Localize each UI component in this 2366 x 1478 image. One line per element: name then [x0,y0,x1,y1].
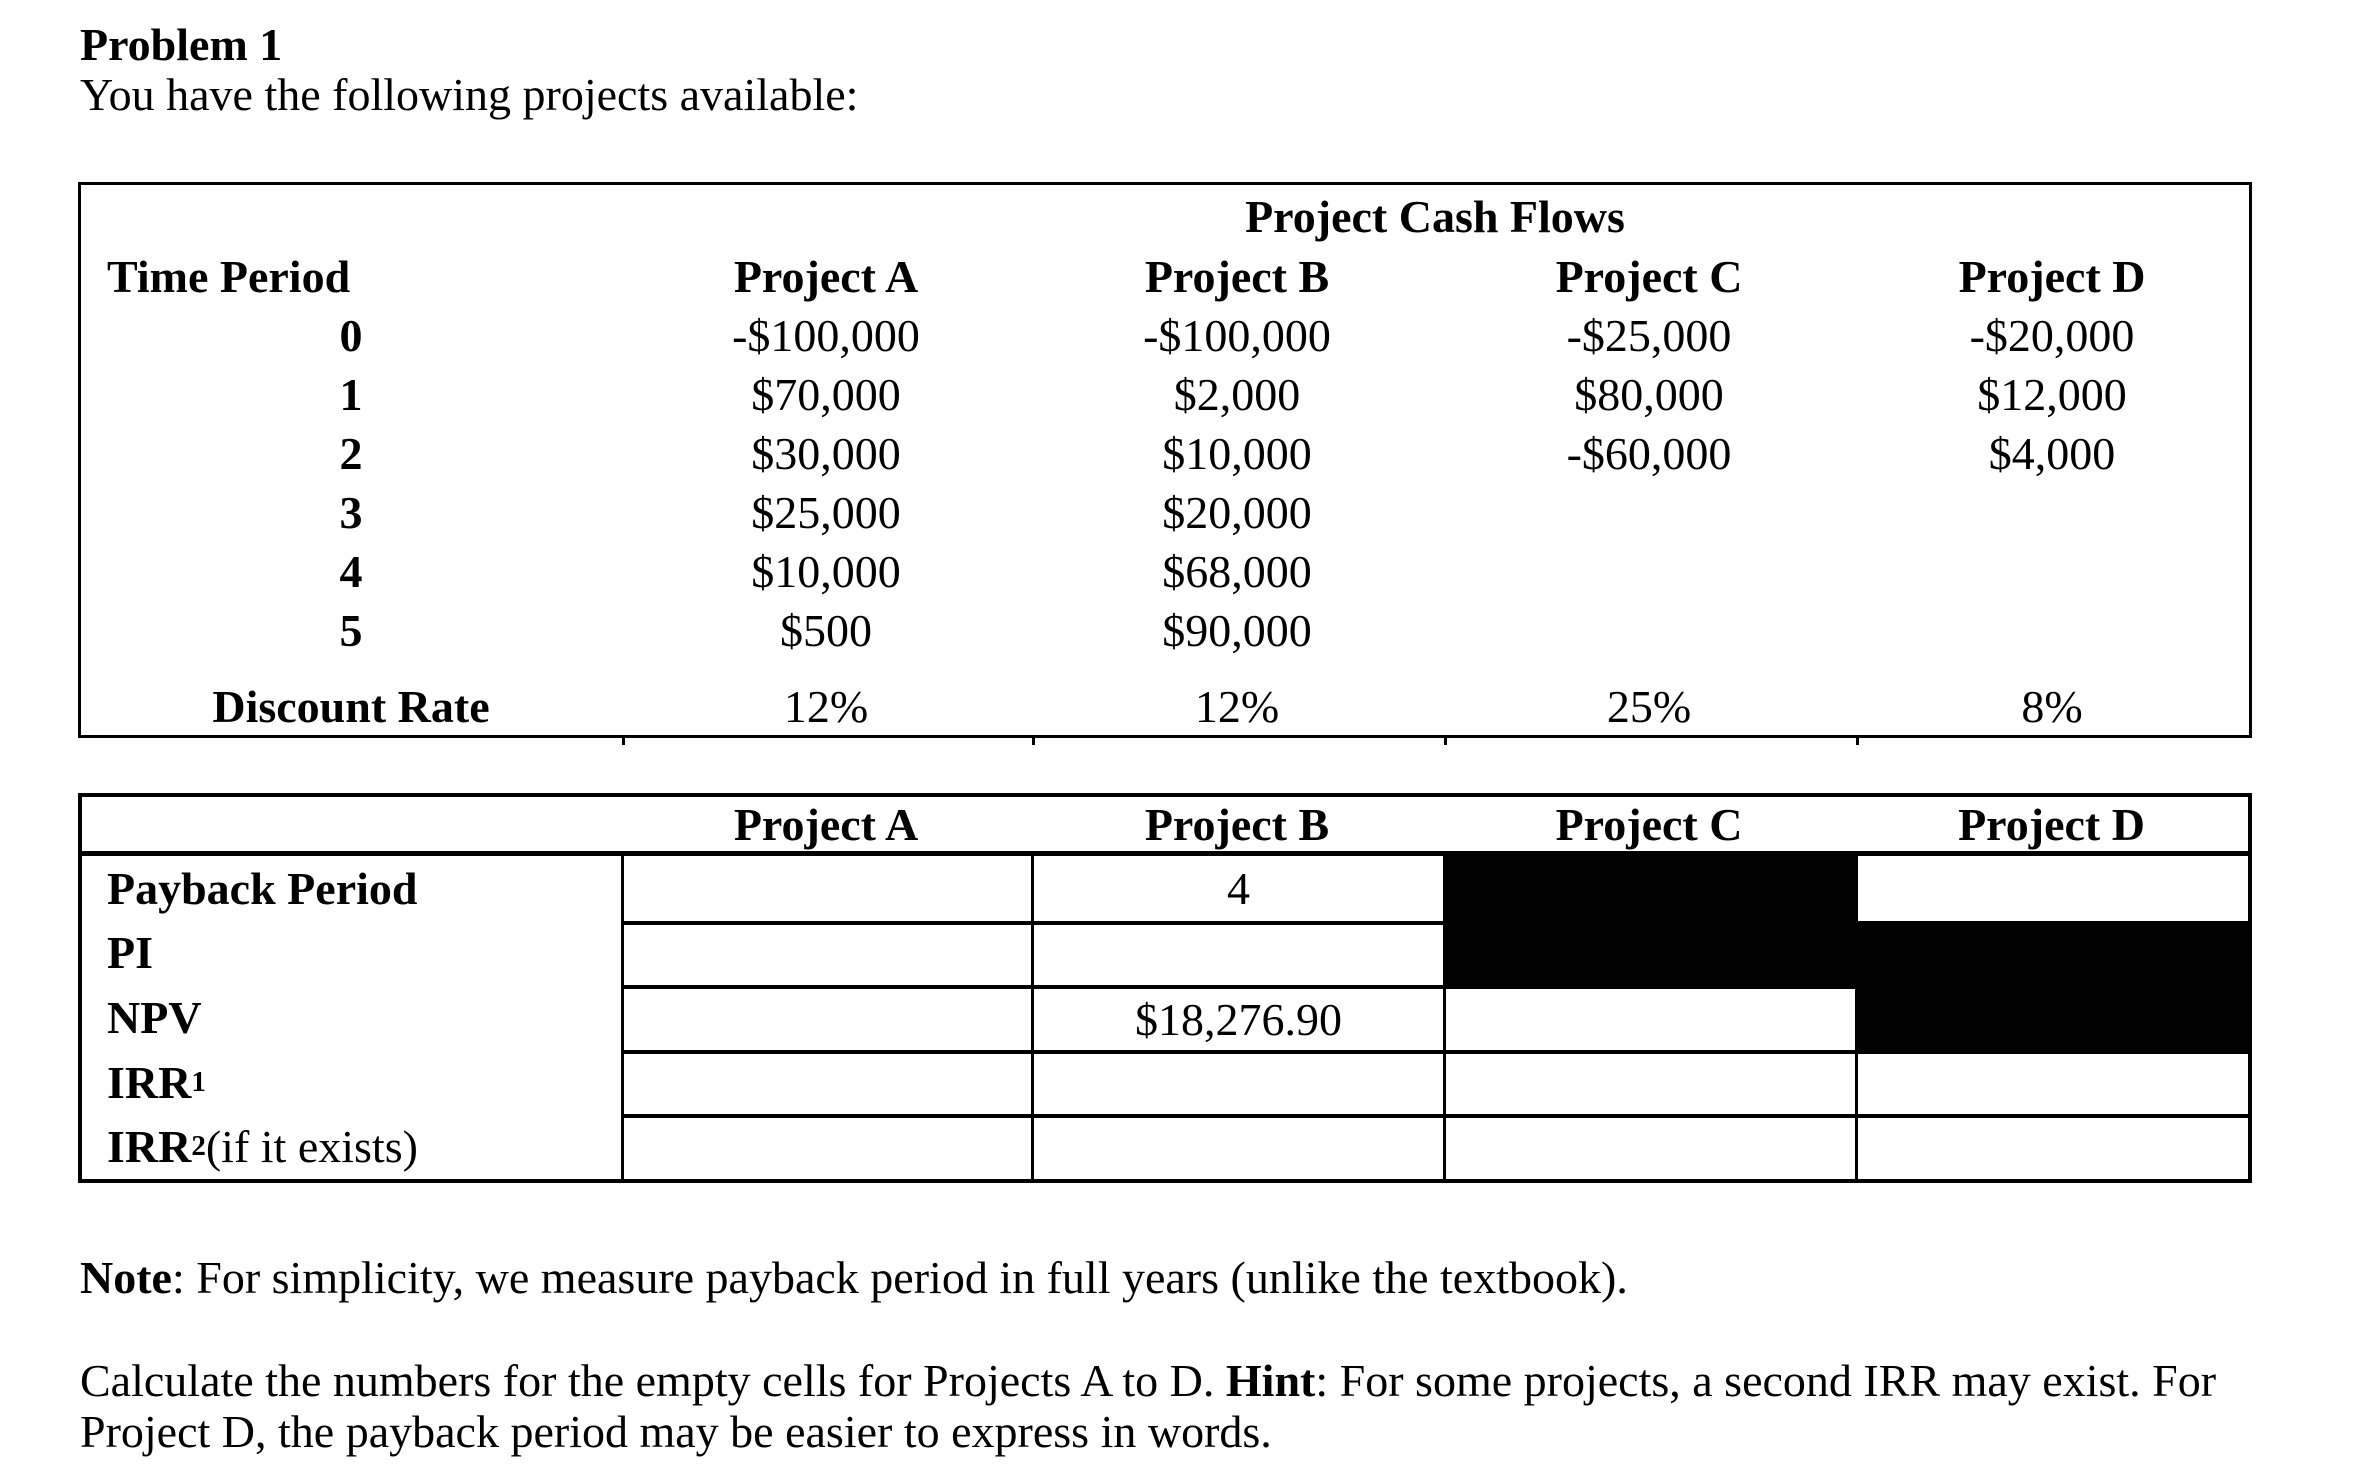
cashflow-cell: -$20,000 [1969,310,2135,361]
cashflow-cell: $80,000 [1574,369,1724,420]
row-label-npv: NPV [107,991,202,1043]
border-tick [1032,738,1035,745]
time-period-cell: 3 [339,487,363,538]
heading-block: Problem 1 You have the following project… [80,20,858,120]
cashflow-cell: $10,000 [1162,428,1312,479]
discount-rate-cell: 12% [783,681,869,732]
cashflow-cell: $500 [780,605,872,656]
column-header-project-b: Project B [1144,251,1330,302]
answers-table: Project A Project B Project C Project D … [78,793,2252,1183]
column-header-time-period: Time Period [107,251,351,302]
cashflow-cell [1443,601,1855,660]
answer-cell [621,985,1031,1050]
answer-cell [621,920,1031,986]
discount-rate-cell: 12% [1194,681,1280,732]
note-text: : For simplicity, we measure payback per… [171,1252,1628,1303]
answer-cell [1443,1114,1855,1179]
page-title: Problem 1 [80,19,283,70]
cashflow-cell: $70,000 [751,369,901,420]
row-label-payback-period: Payback Period [107,862,418,914]
row-label-irr2: IRR 2 (if it exists) [107,1121,418,1173]
answer-cell [621,856,1031,921]
column-header-project-c: Project C [1555,251,1743,302]
answer-cell [1443,1049,1855,1115]
answer-cell [621,1049,1031,1115]
note-paragraph: Note: For simplicity, we measure payback… [80,1253,1628,1303]
cashflow-cell: $10,000 [751,546,901,597]
answers-header-project-c: Project C [1443,797,1855,856]
time-period-cell: 2 [339,428,363,479]
cashflow-cell: -$100,000 [732,310,920,361]
redacted-cell [1855,920,2248,986]
hint-label: Hint [1225,1355,1316,1406]
instructions-text-line2: Project D, the payback period may be eas… [80,1406,1272,1457]
row-label-irr1: IRR 1 [107,1056,206,1108]
instructions-paragraph: Calculate the numbers for the empty cell… [80,1355,2216,1457]
instructions-text: Calculate the numbers for the empty cell… [80,1355,1226,1406]
cashflow-cell: $20,000 [1162,487,1312,538]
redacted-cell [1443,856,1855,921]
cashflow-cell [1855,542,2249,601]
cashflow-cell: -$25,000 [1566,310,1732,361]
time-period-cell: 1 [339,369,363,420]
cashflow-cell: -$100,000 [1143,310,1331,361]
cashflow-cell: $68,000 [1162,546,1312,597]
answers-header-project-d: Project D [1855,797,2248,856]
instructions-text: : For some projects, a second IRR may ex… [1315,1355,2217,1406]
time-period-cell: 4 [339,546,363,597]
cashflow-cell: $12,000 [1977,369,2127,420]
cashflow-cell: $90,000 [1162,605,1312,656]
answer-cell [1031,920,1443,986]
discount-rate-cell: 25% [1606,681,1692,732]
redacted-cell [1443,920,1855,986]
answer-cell [1855,1049,2248,1115]
answers-header-blank [82,797,621,856]
cashflow-cell [1443,483,1855,542]
column-header-project-d: Project D [1958,251,2146,302]
answer-cell: 4 [1031,856,1443,921]
discount-rate-label: Discount Rate [212,681,490,732]
cashflow-cell [1443,542,1855,601]
answer-cell [621,1114,1031,1179]
border-tick [622,738,625,745]
cashflow-cell: $4,000 [1988,428,2116,479]
answer-cell [1031,1049,1443,1115]
border-tick [1856,738,1859,745]
answer-cell [1855,856,2248,921]
row-label-pi: PI [107,927,153,979]
answer-cell [1031,1114,1443,1179]
cashflow-cell: -$60,000 [1566,428,1732,479]
time-period-cell: 0 [339,310,363,361]
redacted-cell [1855,985,2248,1050]
border-tick [1444,738,1447,745]
cashflow-table-title: Project Cash Flows [1245,190,1625,242]
cashflow-cell: $30,000 [751,428,901,479]
cashflow-table: Project Cash Flows Time Period Project A… [78,182,2252,745]
answers-header-project-b: Project B [1031,797,1443,856]
answer-cell [1443,985,1855,1050]
discount-rate-cell: 8% [2021,681,2083,732]
answer-cell [1855,1114,2248,1179]
answers-header-project-a: Project A [621,797,1031,856]
answer-cell: $18,276.90 [1031,985,1443,1050]
note-label: Note [80,1252,172,1303]
cashflow-cell [1855,483,2249,542]
intro-text: You have the following projects availabl… [80,69,859,120]
cashflow-cell: $25,000 [751,487,901,538]
cashflow-cell: $2,000 [1173,369,1301,420]
time-period-cell: 5 [339,605,363,656]
column-header-project-a: Project A [733,251,919,302]
cashflow-cell [1855,601,2249,660]
